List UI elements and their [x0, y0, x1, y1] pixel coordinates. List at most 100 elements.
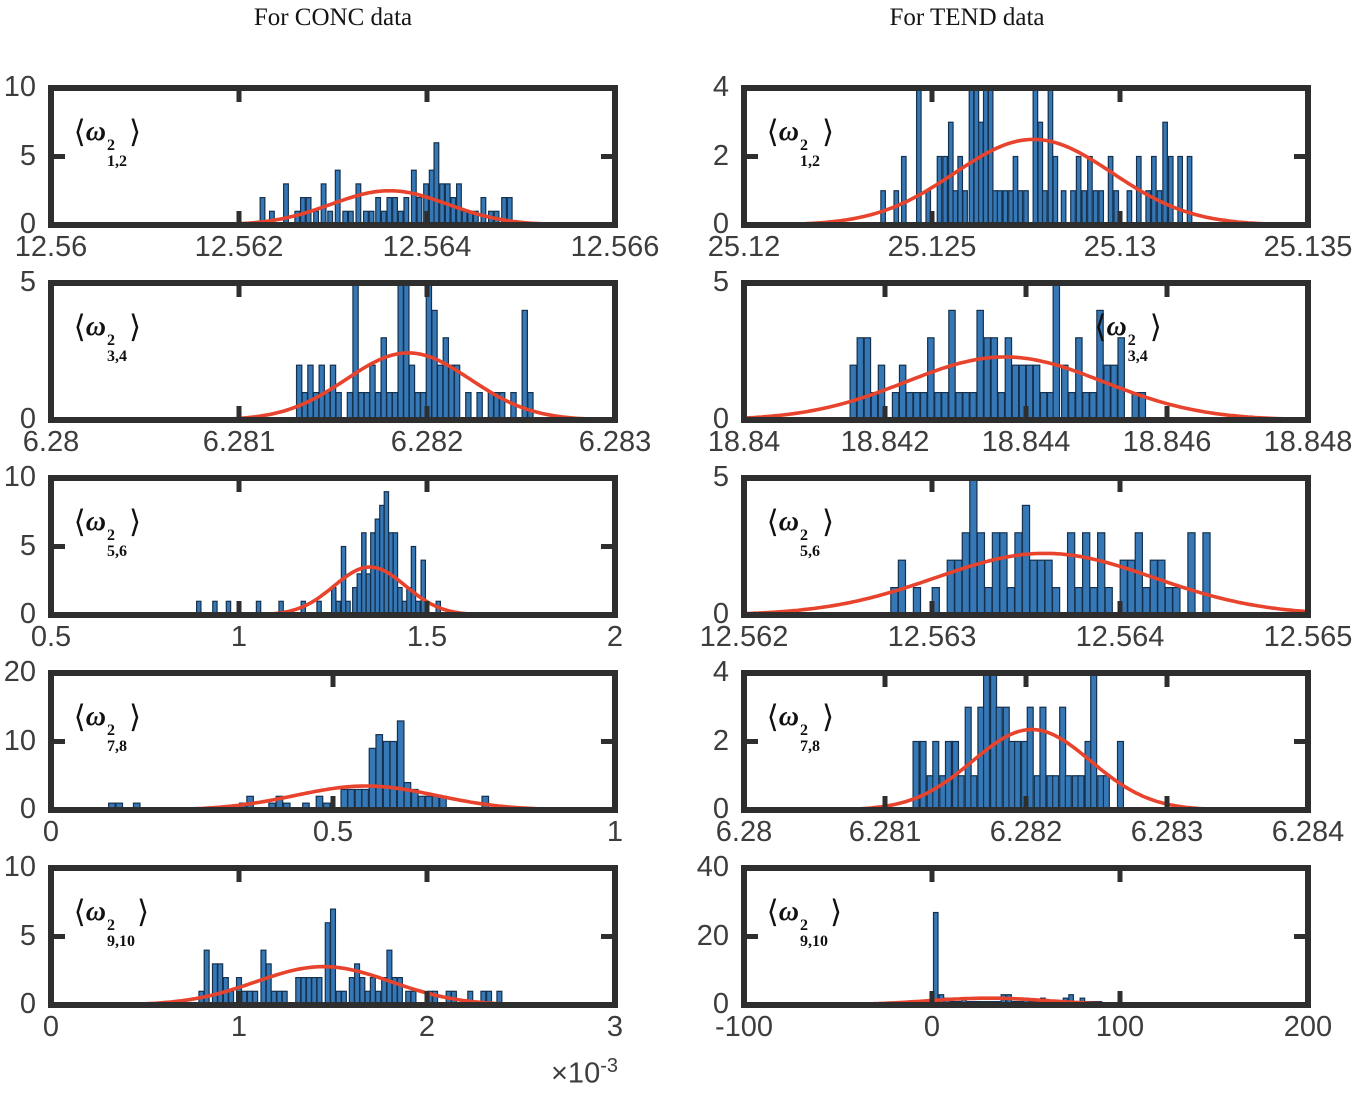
- x-tick-label: 0.5: [30, 621, 72, 653]
- omega-sup-sub: 2 3,4: [107, 331, 127, 365]
- histogram-bar: [1142, 586, 1151, 616]
- histogram-bar: [1011, 364, 1020, 421]
- subplot-conc-omega-5-6: 0 5 10 ⟨ω 2 5,6 ⟩ 0.5 1 1.5 2: [4, 462, 623, 653]
- histogram-bar: [982, 672, 991, 811]
- histogram-bar: [1187, 532, 1196, 616]
- histogram-bar: [359, 976, 366, 1006]
- histogram-bar: [1149, 559, 1159, 616]
- histogram-bar: [856, 337, 865, 421]
- histogram-bar: [211, 963, 218, 1006]
- x-tick-label: 1: [230, 1011, 248, 1043]
- y-tick-label: 10: [3, 71, 36, 104]
- x-tick-label: 25.125: [887, 231, 977, 263]
- subplot-tend-omega-9-10: 0 20 40 ⟨ω 2 9,10 ⟩ -100 0 100 200: [697, 852, 1332, 1043]
- histogram-bar: [1008, 190, 1014, 226]
- x-tick-label: 12.563: [887, 621, 977, 653]
- histogram-bar: [355, 183, 362, 226]
- histogram-bar: [1070, 190, 1076, 226]
- histogram-bar: [1156, 190, 1163, 226]
- histogram-bar: [386, 391, 393, 421]
- histogram-bar: [265, 963, 272, 1006]
- subplot-conc-omega-3-4: 0 5 ⟨ω 2 3,4 ⟩ 6.28 6.281 6.282 6.283: [20, 267, 651, 458]
- y-axis-tick-labels: 0 2 4: [665, 72, 729, 240]
- histogram-bar: [295, 364, 303, 421]
- histogram-bar: [942, 155, 949, 226]
- omega-label: ⟨ω 2 3,4 ⟩: [1094, 308, 1162, 365]
- x-tick-label: 25.135: [1263, 231, 1352, 263]
- histogram-bar: [1032, 87, 1039, 226]
- histogram-bar: [912, 391, 921, 421]
- x-tick-label: 6.28: [715, 816, 773, 848]
- histogram-bar: [1006, 586, 1016, 616]
- histogram-bar: [217, 963, 224, 1006]
- histogram-bar: [1097, 532, 1106, 616]
- y-tick-label: 4: [712, 656, 729, 689]
- y-axis-tick-labels: 0 5 10: [0, 72, 36, 240]
- x-tick-label: 6.283: [578, 426, 652, 458]
- histogram-bar: [961, 532, 971, 616]
- y-tick-label: 5: [19, 139, 36, 172]
- histogram-bar: [448, 364, 455, 421]
- y-tick-label: 0: [712, 598, 729, 631]
- x-tick-label: 0: [42, 1011, 60, 1043]
- histogram-bar: [410, 545, 417, 616]
- histogram-bar: [957, 775, 965, 811]
- histogram-bar: [354, 788, 363, 811]
- histogram-bar: [1074, 586, 1083, 616]
- x-tick-label: 2: [606, 621, 624, 653]
- histogram-bar: [1167, 155, 1174, 226]
- omega-sup-sub: 2 7,8: [107, 721, 127, 755]
- histogram-bar: [1061, 364, 1069, 421]
- histogram-bar: [357, 391, 365, 421]
- x-tick-label: 0: [923, 1011, 941, 1043]
- x-tick-label: 12.562: [194, 231, 284, 263]
- histogram-bar: [1090, 672, 1098, 811]
- histogram-bar: [996, 190, 1003, 226]
- histogram-bar: [932, 740, 940, 811]
- histogram-bar: [1077, 775, 1085, 811]
- x-tick-label: 3: [606, 1011, 624, 1043]
- plot-canvas: [741, 280, 1311, 423]
- histogram-bar: [305, 976, 312, 1006]
- histogram-bar: [324, 391, 331, 421]
- histogram-bar: [1017, 190, 1024, 226]
- x-tick-label: 18.848: [1263, 426, 1352, 458]
- y-tick-label: 2: [712, 724, 729, 757]
- y-tick-label: 0: [19, 208, 36, 241]
- histogram-bar: [300, 976, 307, 1006]
- histogram-bar: [329, 364, 337, 421]
- histogram-bar: [330, 586, 337, 616]
- histogram-bar: [348, 976, 355, 1006]
- histogram-bar: [1162, 121, 1168, 226]
- y-tick-label: 5: [19, 919, 36, 952]
- omega-sup-sub: 2 1,2: [800, 136, 820, 170]
- histogram-bar: [1039, 706, 1047, 811]
- histogram-bar: [1036, 559, 1046, 616]
- x-axis-tick-labels: 0.5 1 1.5 2: [31, 621, 623, 658]
- x-tick-label: 1.5: [406, 621, 448, 653]
- omega-sup-sub: 2 5,6: [800, 526, 820, 560]
- histogram-bar: [433, 142, 440, 226]
- histogram-bar: [1084, 740, 1092, 811]
- histogram-bar: [1060, 190, 1067, 226]
- histogram-bar: [964, 706, 972, 811]
- x-axis-tick-labels: 12.56 12.562 12.564 12.566: [15, 231, 660, 268]
- histogram-bar: [431, 309, 438, 421]
- histogram-bar: [968, 87, 975, 226]
- histogram-bar: [1066, 532, 1076, 616]
- x-tick-label: 12.566: [570, 231, 660, 263]
- histogram-bar: [382, 740, 391, 811]
- histogram-bar: [311, 976, 318, 1006]
- histogram-bar: [984, 586, 993, 616]
- histogram-bar: [1014, 532, 1023, 616]
- plot-canvas: [741, 670, 1311, 813]
- x-tick-label: 6.28: [22, 426, 80, 458]
- histogram-bar: [970, 775, 978, 811]
- histogram-bar: [898, 364, 907, 421]
- histogram-bar: [1089, 391, 1097, 421]
- plot-frame: [741, 85, 1311, 228]
- histogram-bar: [905, 391, 914, 421]
- histogram-bar: [891, 391, 900, 421]
- plot-canvas: [48, 85, 618, 228]
